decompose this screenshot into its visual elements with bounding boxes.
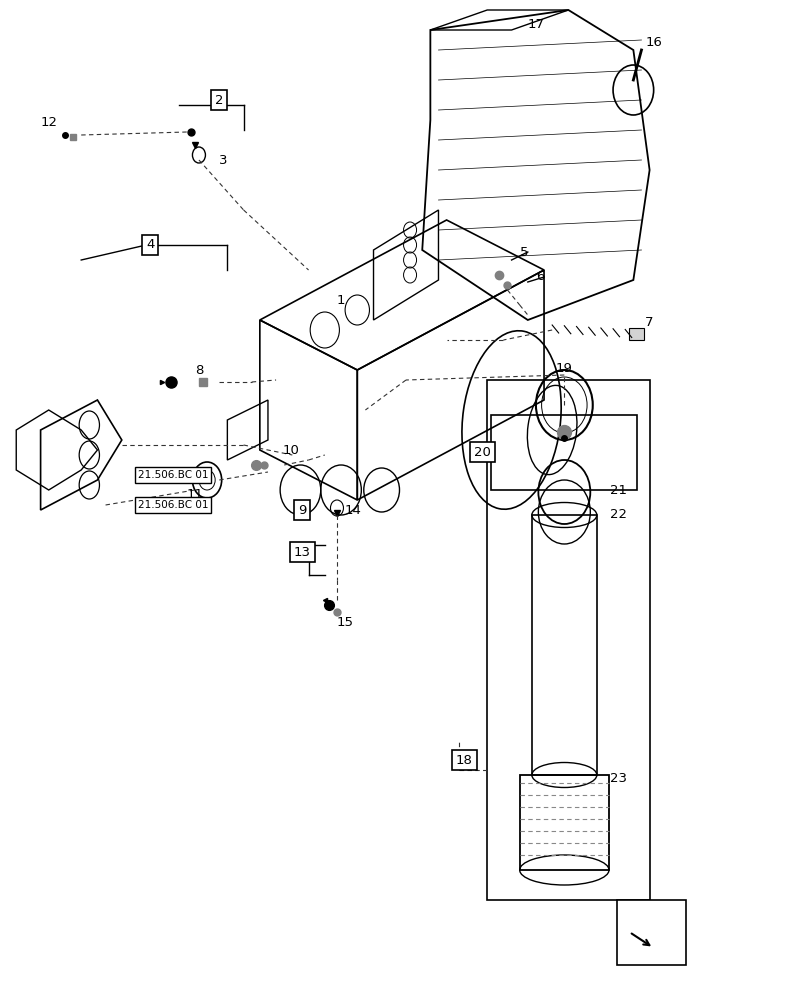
- Text: 16: 16: [645, 36, 661, 49]
- Text: 2: 2: [215, 94, 223, 106]
- Text: 21.506.BC 01: 21.506.BC 01: [138, 470, 208, 480]
- Text: 14: 14: [345, 504, 361, 516]
- Text: 5: 5: [519, 245, 527, 258]
- Bar: [531, 515, 596, 775]
- Text: 3: 3: [219, 153, 227, 166]
- Bar: [616, 900, 685, 965]
- Text: 22: 22: [610, 508, 626, 522]
- Text: 4: 4: [146, 238, 154, 251]
- Text: 10: 10: [282, 444, 298, 456]
- Text: 1: 1: [337, 294, 345, 306]
- Text: 23: 23: [610, 772, 626, 784]
- Text: 17: 17: [527, 18, 543, 31]
- Text: 21: 21: [610, 484, 626, 496]
- Text: 13: 13: [294, 546, 310, 558]
- Text: 12: 12: [41, 115, 57, 128]
- Text: 9: 9: [298, 504, 306, 516]
- Text: 7: 7: [645, 316, 653, 328]
- Bar: [487, 380, 649, 900]
- Text: 20: 20: [474, 446, 490, 458]
- Bar: [629, 328, 643, 340]
- Text: 18: 18: [456, 754, 472, 766]
- Text: 21.506.BC 01: 21.506.BC 01: [138, 500, 208, 510]
- Text: 19: 19: [556, 361, 572, 374]
- Text: 6: 6: [535, 270, 543, 284]
- Text: 11: 11: [187, 488, 203, 502]
- Text: 8: 8: [195, 363, 203, 376]
- Text: 15: 15: [337, 615, 353, 629]
- Bar: [491, 415, 637, 490]
